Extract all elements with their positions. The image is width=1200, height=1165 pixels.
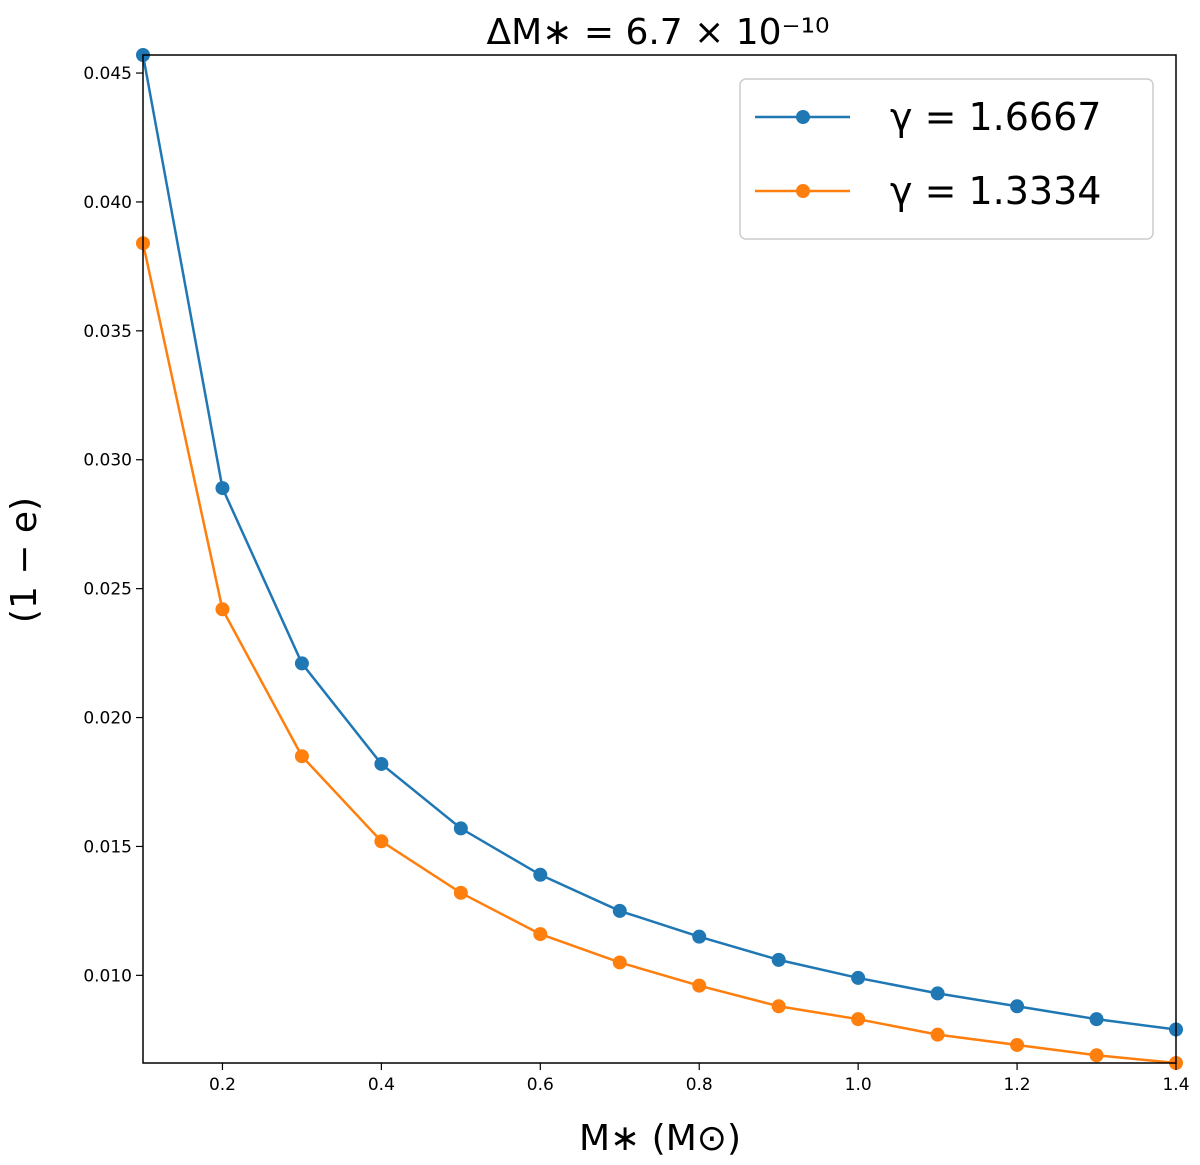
legend-entry: γ = 1.3334 <box>755 169 1101 213</box>
x-axis-label: M∗ (M⊙) <box>579 1118 741 1159</box>
y-axis-label: (1 − e) <box>4 497 45 623</box>
legend-entries: γ = 1.6667 γ = 1.3334 <box>755 95 1101 213</box>
data-point <box>612 903 627 918</box>
x-tick-label: 0.8 <box>686 1075 713 1095</box>
data-point <box>533 927 548 942</box>
x-tick-label: 0.6 <box>527 1075 554 1095</box>
data-point <box>1089 1048 1104 1063</box>
series-2 <box>136 236 1183 1070</box>
plot-frame <box>142 54 1177 1064</box>
legend-label: γ = 1.3334 <box>890 169 1101 213</box>
data-point <box>294 749 309 764</box>
data-point <box>453 821 468 836</box>
x-tick-label: 0.2 <box>209 1075 236 1095</box>
legend-box <box>739 78 1154 240</box>
data-point <box>374 756 389 771</box>
legend-swatch-marker <box>796 184 810 198</box>
data-point <box>851 1012 866 1027</box>
ticks-layer: 0.2 0.4 0.6 0.8 1.0 1.2 1.4 0.010 0.015 0.020 0.02… <box>83 64 1189 1095</box>
data-point <box>930 986 945 1001</box>
data-point <box>294 656 309 671</box>
chart-title: ΔM∗ = 6.7 × 10⁻¹⁰ <box>487 12 830 53</box>
y-tick-label: 0.040 <box>83 193 132 213</box>
data-point <box>930 1027 945 1042</box>
data-point <box>692 929 707 944</box>
series-line-1 <box>141 54 1177 1031</box>
y-tick-label: 0.015 <box>83 837 132 857</box>
data-point <box>533 867 548 882</box>
data-point <box>374 834 389 849</box>
series-line-2 <box>141 242 1177 1065</box>
legend-entry: γ = 1.6667 <box>755 95 1101 139</box>
legend-label: γ = 1.6667 <box>890 95 1101 139</box>
data-point <box>771 952 786 967</box>
data-point <box>453 885 468 900</box>
x-tick-label: 1.0 <box>845 1075 872 1095</box>
data-point <box>692 978 707 993</box>
y-tick-label: 0.025 <box>83 580 132 600</box>
data-point <box>1089 1012 1104 1027</box>
data-point <box>612 955 627 970</box>
data-point <box>1010 999 1025 1014</box>
y-tick-label: 0.020 <box>83 709 132 729</box>
y-tick-label: 0.035 <box>83 322 132 342</box>
x-tick-label: 1.2 <box>1004 1075 1031 1095</box>
data-point <box>771 999 786 1014</box>
data-point <box>215 481 230 496</box>
y-tick-label: 0.045 <box>83 64 132 84</box>
x-tick-label: 1.4 <box>1162 1075 1189 1095</box>
y-tick-label: 0.030 <box>83 451 132 471</box>
data-point <box>851 970 866 985</box>
data-point <box>215 602 230 617</box>
x-tick-label: 0.4 <box>368 1075 395 1095</box>
y-tick-label: 0.010 <box>83 966 132 986</box>
legend-swatch-marker <box>796 110 810 124</box>
data-point <box>1010 1037 1025 1052</box>
legend: γ = 1.6667 γ = 1.3334 <box>739 78 1154 240</box>
